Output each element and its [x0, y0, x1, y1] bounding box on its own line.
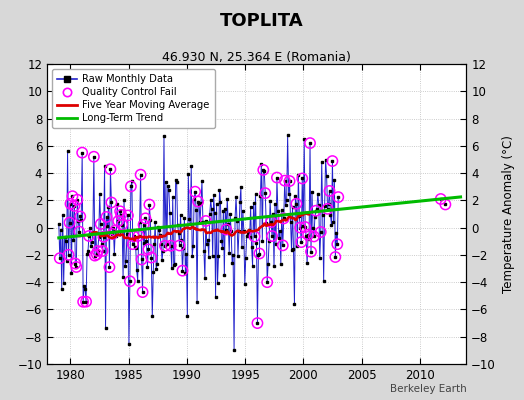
Point: [301, 224, 309, 230]
Point: [124, 212, 132, 219]
Point: [117, 212, 125, 218]
Point: [82, 298, 90, 305]
Point: [307, 248, 315, 255]
Point: [73, 196, 82, 203]
Point: [178, 268, 187, 274]
Point: [333, 241, 342, 247]
Point: [253, 320, 261, 326]
Point: [331, 254, 340, 260]
Point: [70, 203, 79, 209]
Point: [71, 260, 80, 267]
Text: TOPLITA: TOPLITA: [220, 12, 304, 30]
Point: [85, 233, 93, 239]
Point: [96, 221, 105, 227]
Point: [118, 222, 126, 228]
Point: [267, 219, 275, 225]
Point: [139, 222, 148, 228]
Point: [141, 215, 150, 222]
Point: [268, 233, 276, 239]
Point: [137, 256, 146, 263]
Point: [286, 178, 294, 184]
Point: [296, 224, 304, 231]
Point: [72, 264, 81, 270]
Point: [135, 232, 143, 239]
Point: [138, 289, 147, 295]
Point: [310, 233, 318, 240]
Point: [279, 242, 287, 248]
Point: [202, 218, 210, 224]
Point: [194, 198, 202, 205]
Point: [263, 279, 271, 285]
Point: [272, 174, 281, 181]
Point: [129, 233, 138, 240]
Point: [279, 215, 288, 222]
Point: [136, 172, 145, 178]
Point: [66, 219, 74, 226]
Point: [161, 243, 169, 249]
Point: [297, 239, 305, 245]
Point: [102, 214, 111, 220]
Point: [116, 208, 124, 214]
Point: [106, 166, 115, 172]
Point: [90, 154, 98, 160]
Point: [56, 255, 64, 262]
Point: [176, 242, 184, 249]
Point: [292, 200, 301, 207]
Point: [114, 218, 123, 224]
Point: [75, 228, 83, 235]
Point: [441, 201, 450, 208]
Point: [259, 167, 267, 173]
Point: [222, 226, 231, 233]
Point: [167, 242, 175, 249]
Point: [436, 196, 445, 202]
Point: [191, 188, 199, 195]
Point: [250, 233, 259, 240]
Point: [145, 201, 154, 208]
Point: [323, 206, 332, 212]
Point: [94, 248, 102, 254]
Title: 46.930 N, 25.364 E (Romania): 46.930 N, 25.364 E (Romania): [162, 51, 351, 64]
Point: [76, 213, 84, 220]
Point: [325, 188, 334, 194]
Point: [334, 194, 343, 200]
Point: [78, 150, 86, 156]
Point: [67, 200, 75, 207]
Point: [280, 178, 289, 184]
Point: [99, 248, 107, 254]
Text: Berkeley Earth: Berkeley Earth: [390, 384, 466, 394]
Point: [312, 208, 320, 214]
Point: [306, 140, 314, 146]
Point: [298, 175, 307, 182]
Legend: Raw Monthly Data, Quality Control Fail, Five Year Moving Average, Long-Term Tren: Raw Monthly Data, Quality Control Fail, …: [52, 69, 214, 128]
Point: [91, 252, 99, 259]
Point: [111, 227, 119, 234]
Point: [68, 193, 77, 200]
Point: [126, 278, 134, 284]
Point: [64, 252, 73, 258]
Point: [127, 183, 135, 190]
Point: [107, 199, 116, 206]
Point: [328, 158, 336, 164]
Point: [304, 232, 312, 238]
Point: [108, 231, 116, 237]
Point: [100, 234, 108, 240]
Point: [128, 241, 137, 247]
Point: [147, 254, 156, 261]
Point: [144, 246, 152, 253]
Point: [79, 298, 88, 305]
Point: [105, 264, 114, 270]
Point: [316, 229, 325, 235]
Y-axis label: Temperature Anomaly (°C): Temperature Anomaly (°C): [501, 135, 515, 293]
Point: [261, 190, 269, 196]
Point: [255, 250, 264, 257]
Point: [93, 251, 101, 258]
